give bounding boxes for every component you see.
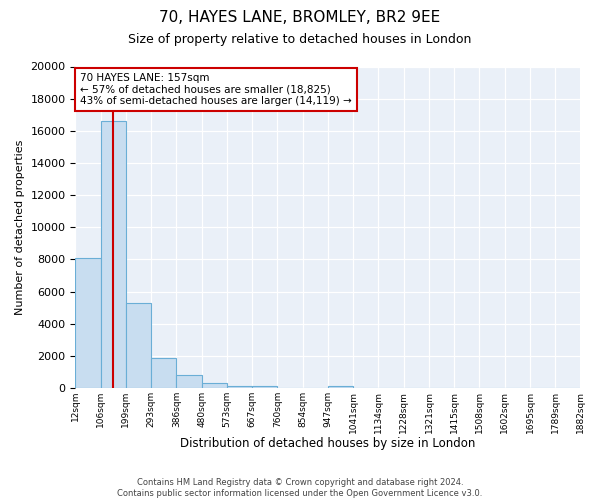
Bar — [227, 386, 252, 388]
Text: 70, HAYES LANE, BROMLEY, BR2 9EE: 70, HAYES LANE, BROMLEY, BR2 9EE — [160, 10, 440, 25]
Bar — [328, 386, 353, 388]
Y-axis label: Number of detached properties: Number of detached properties — [15, 140, 25, 315]
Text: Contains HM Land Registry data © Crown copyright and database right 2024.
Contai: Contains HM Land Registry data © Crown c… — [118, 478, 482, 498]
Bar — [176, 375, 202, 388]
Bar — [101, 121, 126, 388]
Text: Size of property relative to detached houses in London: Size of property relative to detached ho… — [128, 32, 472, 46]
Bar — [126, 303, 151, 388]
Bar — [252, 386, 277, 388]
Bar — [202, 383, 227, 388]
X-axis label: Distribution of detached houses by size in London: Distribution of detached houses by size … — [180, 437, 476, 450]
Bar — [151, 358, 176, 388]
Bar — [76, 258, 101, 388]
Text: 70 HAYES LANE: 157sqm
← 57% of detached houses are smaller (18,825)
43% of semi-: 70 HAYES LANE: 157sqm ← 57% of detached … — [80, 73, 352, 106]
